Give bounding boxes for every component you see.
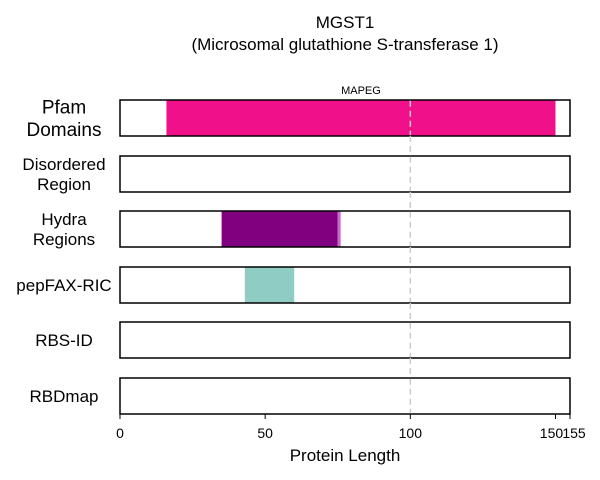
track-label: Disordered Region <box>22 155 105 194</box>
x-tick-label: 155 <box>562 425 586 441</box>
track-frame <box>119 266 571 304</box>
track-rbs-id: RBS-ID <box>35 321 571 359</box>
track-frame <box>119 210 571 248</box>
track-hydra-regions: Hydra Regions <box>33 210 571 249</box>
track-frame <box>119 155 571 193</box>
track-background <box>120 211 570 247</box>
x-tick-label: 50 <box>257 425 273 441</box>
track-label: Pfam Domains <box>27 97 102 140</box>
x-tick-label: 100 <box>399 425 423 441</box>
track-pfam-domains: MAPEG Pfam Domains <box>27 85 571 141</box>
track-label: Hydra Regions <box>33 210 95 249</box>
track-pepfax-ric: pepFAX-RIC <box>16 266 571 304</box>
x-tick-label: 150 <box>540 425 564 441</box>
segment-bar <box>221 211 338 247</box>
x-axis-label: Protein Length <box>290 446 401 465</box>
segment-bar <box>166 100 556 136</box>
track-label: RBDmap <box>30 387 99 406</box>
track-disordered-region: Disordered Region <box>22 155 571 194</box>
chart-subtitle: (Microsomal glutathione S-transferase 1) <box>191 35 498 54</box>
track-background <box>120 267 570 303</box>
segment-bar <box>244 267 295 303</box>
track-frame <box>119 99 571 137</box>
tracks-group: MAPEG Pfam Domains Disordered Region Hydra Reg… <box>16 85 571 415</box>
track-rbdmap: RBDmap <box>30 377 571 415</box>
segment-label: MAPEG <box>341 85 381 97</box>
x-tick-label: 0 <box>116 425 124 441</box>
track-background <box>120 378 570 414</box>
track-label: pepFAX-RIC <box>16 276 111 295</box>
track-background <box>120 156 570 192</box>
chart-title: MGST1 <box>316 13 375 32</box>
track-label: RBS-ID <box>35 331 93 350</box>
track-frame <box>119 321 571 359</box>
x-axis: 0 50 100 150 155 <box>116 414 586 441</box>
track-background <box>120 322 570 358</box>
track-frame <box>119 377 571 415</box>
segment-bar <box>337 211 341 247</box>
